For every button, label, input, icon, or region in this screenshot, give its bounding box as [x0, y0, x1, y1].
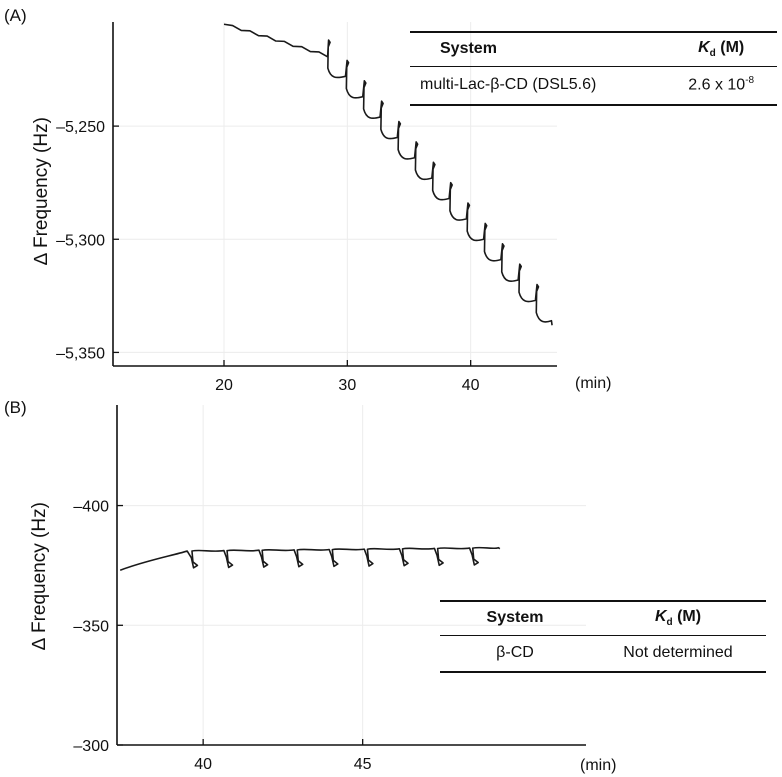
panel-a-x-tick-label: 20 [215, 377, 233, 394]
panel-a-y-tick-label: –5,300 [56, 232, 105, 249]
panel-a-x-tick-label: 40 [462, 377, 480, 394]
panel-a-kd-table: System Kd (M) multi-Lac-β-CD (DSL5.6) 2.… [410, 31, 777, 106]
panel-b-x-tick-label: 45 [354, 756, 372, 773]
panel-b-y-tick-label: –350 [73, 618, 109, 635]
table-row: multi-Lac-β-CD (DSL5.6) 2.6 x 10-8 [410, 66, 777, 106]
table-cell-kd: 2.6 x 10-8 [665, 66, 777, 106]
panel-a-series-line [223, 23, 553, 326]
table-header-system: System [440, 600, 590, 637]
panel-b-label: (B) [4, 398, 27, 417]
panel-a-x-unit-label: (min) [575, 375, 611, 392]
table-header-system: System [410, 31, 666, 68]
panel-a-y-tick-label: –5,350 [56, 345, 105, 362]
table-cell-system: multi-Lac-β-CD (DSL5.6) [410, 66, 666, 106]
panel-b-y-tick-label: –300 [73, 738, 109, 755]
table-row: β-CD Not determined [440, 635, 766, 674]
panel-b-x-tick-label: 40 [194, 756, 212, 773]
panel-b-series-line [119, 546, 501, 571]
table-header-row: System Kd (M) [440, 600, 766, 637]
panel-a-y-tick-label: –5,250 [56, 119, 105, 136]
table-cell-system: β-CD [440, 635, 590, 674]
panel-a-label: (A) [4, 6, 27, 25]
panel-b-y-tick-label: –400 [73, 499, 109, 516]
table-header-row: System Kd (M) [410, 31, 777, 68]
panel-b-kd-table: System Kd (M) β-CD Not determined [440, 600, 766, 674]
table-header-kd: Kd (M) [665, 31, 777, 68]
panel-a-x-tick-label: 30 [338, 377, 356, 394]
table-header-kd: Kd (M) [590, 600, 766, 637]
panel-b-x-unit-label: (min) [580, 757, 616, 774]
table-cell-kd: Not determined [590, 635, 766, 674]
